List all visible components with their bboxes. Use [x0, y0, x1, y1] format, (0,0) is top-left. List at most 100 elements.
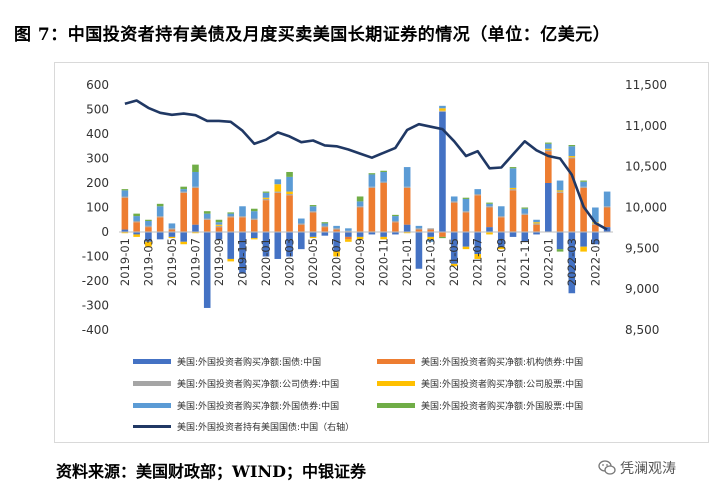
bar-corporate-bond [133, 220, 140, 223]
bar-foreign-equity [356, 196, 364, 202]
bar-treasury [262, 232, 270, 257]
x-tick-label: 2021-07 [471, 238, 485, 286]
left-tick-label: 400 [86, 127, 109, 141]
holdings-line [124, 99, 608, 231]
right-tick-label: 10,000 [625, 201, 667, 215]
bar-agency [427, 229, 434, 232]
left-tick-label: -300 [82, 299, 109, 313]
chart-frame: 600 500 400 300 200 100 0 -100 -200 -300 -400 11,50… [54, 62, 709, 443]
bar-corporate-equity [133, 234, 140, 237]
bar-foreign-equity [309, 205, 317, 207]
bar-agency [368, 187, 376, 232]
bar-corporate-equity [509, 187, 517, 190]
chart-title: 图 7：中国投资者持有美债及月度买卖美国长期证券的情况（单位：亿美元） [14, 25, 611, 45]
bar-foreign-equity [192, 164, 199, 172]
legend-label: 美国:外国投资者持有美国国债:中国（右轴） [177, 423, 355, 433]
bar-agency [592, 224, 599, 232]
x-tick-label: 2021-01 [400, 238, 414, 286]
bar-corporate-equity [497, 246, 505, 250]
bar-treasury [521, 232, 529, 242]
bar-treasury [356, 232, 364, 237]
bar-agency [133, 222, 140, 232]
bar-agency [262, 200, 270, 232]
bar-foreign-bond [486, 203, 493, 207]
bar-foreign-bond [450, 196, 458, 202]
source-note: 资料来源：美国财政部；WIND；中银证券 [56, 462, 366, 481]
bar-agency [215, 227, 223, 232]
bar-foreign-bond [380, 171, 387, 182]
bar-agency [121, 197, 129, 230]
bar-foreign-equity [286, 171, 293, 177]
bar-foreign-equity [156, 203, 164, 207]
legend-label: 美国:外国投资者购买净额:国债:中国 [177, 358, 322, 368]
bar-foreign-equity [145, 219, 152, 221]
combo-chart: 600 500 400 300 200 100 0 -100 -200 -300 -400 11,50… [82, 78, 667, 337]
bar-corporate-bond [356, 206, 364, 208]
bar-treasury [439, 111, 446, 232]
bar-treasury [592, 232, 599, 245]
bar-foreign-bond [168, 223, 176, 229]
bar-foreign-bond [298, 218, 305, 224]
bar-corporate-equity [450, 263, 458, 267]
legend-swatch-holdings-line [133, 425, 171, 428]
legend-swatch-agency [377, 359, 415, 364]
bar-corporate-bond [474, 194, 482, 196]
legend-item-corporate-equity: 美国:外国投资者购买净额:公司股票:中国 [377, 377, 583, 390]
right-tick-label: 8,500 [625, 323, 659, 337]
bar-corporate-bond [274, 191, 282, 193]
x-tick-label: 2019-03 [141, 238, 155, 286]
bar-corporate-bond [345, 230, 352, 232]
bar-corporate-equity [192, 232, 199, 234]
bar-treasury [203, 232, 211, 308]
bar-corporate-equity [556, 190, 564, 192]
bar-agency [474, 195, 482, 232]
bar-foreign-equity [227, 212, 235, 214]
bar-corporate-equity [580, 246, 587, 252]
x-tick-label: 2021-09 [494, 238, 508, 286]
bar-corporate-bond [333, 228, 340, 230]
legend-swatch-foreign-equity [377, 403, 415, 408]
bar-corporate-bond [156, 216, 164, 218]
bar-corporate-bond [533, 223, 540, 225]
bar-agency [439, 232, 446, 237]
bar-treasury [286, 232, 293, 257]
bar-corporate-equity [215, 224, 223, 226]
wechat-icon [598, 460, 616, 475]
left-tick-label: 300 [86, 152, 109, 166]
bar-corporate-bond [462, 211, 470, 213]
bar-corporate-bond [227, 216, 235, 218]
bar-treasury [462, 232, 470, 247]
watermark-text: 凭澜观涛 [620, 461, 676, 477]
bar-corporate-bond [439, 110, 446, 112]
bar-corporate-equity [345, 239, 352, 242]
bar-foreign-equity [462, 197, 470, 199]
bar-corporate-bond [309, 211, 317, 213]
left-tick-label: 200 [86, 176, 109, 190]
bar-foreign-bond [333, 225, 340, 229]
bar-corporate-bond [380, 181, 387, 183]
bar-treasury [333, 232, 340, 252]
bar-treasury [380, 232, 387, 237]
bar-corporate-bond [556, 191, 564, 193]
bar-foreign-bond [403, 167, 411, 187]
bar-foreign-equity [250, 208, 258, 212]
bar-agency [450, 202, 458, 232]
bar-foreign-equity [580, 180, 587, 182]
bar-corporate-equity [474, 254, 482, 259]
bar-agency [392, 222, 399, 232]
bar-corporate-bond [580, 186, 587, 188]
bar-corporate-bond [250, 218, 258, 220]
x-tick-label: 2019-07 [188, 238, 202, 286]
bar-corporate-equity [180, 241, 187, 245]
bar-treasury [509, 232, 517, 237]
bar-corporate-bond [568, 157, 576, 159]
legend-swatch-foreign-bond [133, 403, 171, 408]
right-tick-label: 9,500 [625, 241, 659, 255]
bar-treasury [168, 232, 176, 237]
bar-treasury [427, 232, 434, 237]
bar-treasury [403, 224, 411, 232]
bar-agency [345, 236, 352, 240]
legend-label: 美国:外国投资者购买净额:公司股票:中国 [421, 380, 584, 390]
bar-agency [298, 224, 305, 232]
bar-agency [356, 207, 364, 232]
